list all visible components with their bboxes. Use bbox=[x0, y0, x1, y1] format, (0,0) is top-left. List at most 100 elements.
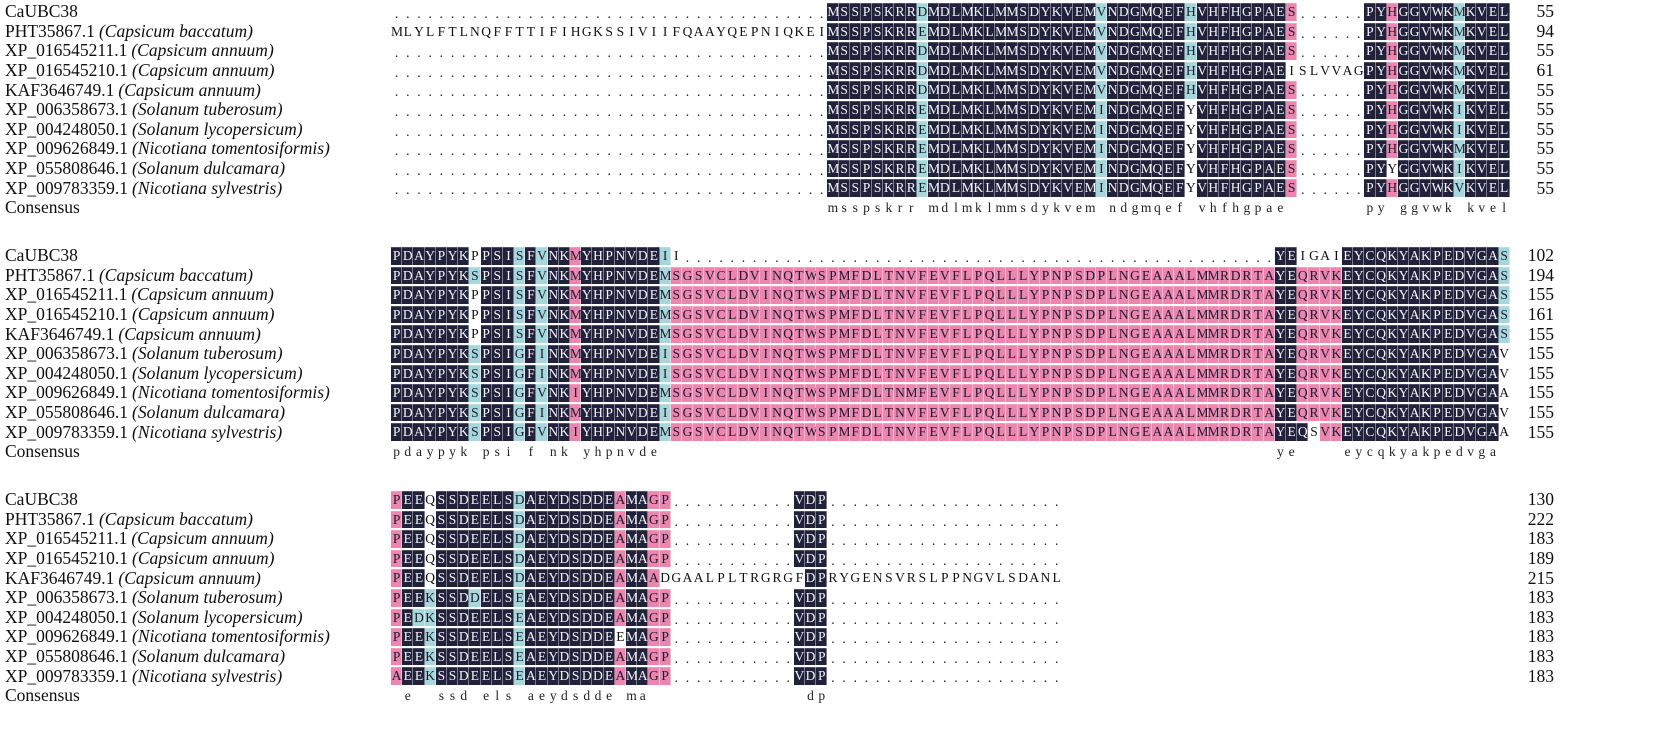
gap-dot: . bbox=[495, 45, 499, 61]
gap-dot: . bbox=[775, 631, 779, 647]
residue-cell: e bbox=[650, 443, 657, 459]
residue-cell: W bbox=[804, 325, 818, 343]
residue-cell: Q bbox=[1151, 42, 1163, 60]
residue-cell: P bbox=[827, 403, 839, 422]
residue-cell: L bbox=[403, 23, 412, 39]
residue-cell: D bbox=[1453, 325, 1465, 343]
residue-cell: L bbox=[1006, 286, 1018, 304]
residue-cell: A bbox=[614, 530, 626, 548]
gap-dot: . bbox=[1323, 25, 1327, 41]
gap-dot: . bbox=[1323, 45, 1327, 61]
residue-cell: S bbox=[502, 530, 515, 548]
residue-cell: Y bbox=[1186, 180, 1196, 196]
gap-dot: . bbox=[596, 84, 600, 100]
residue-cell bbox=[715, 199, 726, 217]
residue-cell: m bbox=[626, 687, 637, 703]
gap-dot: . bbox=[462, 45, 466, 61]
gap-dot: . bbox=[775, 64, 779, 80]
residue-cell: A bbox=[413, 247, 425, 265]
species-name: (Capsicum annuum) bbox=[132, 304, 275, 325]
gap-dot: . bbox=[764, 84, 768, 100]
residue-cell: D bbox=[402, 305, 414, 324]
residue-cell: Y bbox=[1375, 42, 1387, 60]
gap-dot: . bbox=[1357, 143, 1361, 159]
gap-dot: . bbox=[943, 513, 947, 529]
residue-cell: L bbox=[950, 140, 962, 158]
gap-dot: . bbox=[786, 670, 790, 686]
residue-cell: Y bbox=[446, 403, 459, 422]
residue-cell: H bbox=[1230, 3, 1242, 21]
residue-cell: Q bbox=[782, 384, 794, 402]
residue-cell: S bbox=[838, 3, 850, 21]
residue-cell bbox=[1141, 443, 1152, 461]
residue-cell: E bbox=[1140, 345, 1152, 363]
gap-dot: . bbox=[730, 533, 734, 549]
residue-cell: E bbox=[916, 22, 928, 41]
gap-dot: . bbox=[797, 64, 802, 80]
residue-cell: I bbox=[502, 364, 515, 383]
residue-cell: G bbox=[1409, 81, 1421, 99]
gap-dot: . bbox=[864, 650, 869, 666]
residue-cell: I bbox=[502, 325, 515, 343]
residue-cell: K bbox=[1465, 61, 1477, 80]
residue-cell: K bbox=[1420, 364, 1432, 383]
gap-dot: . bbox=[540, 64, 544, 80]
gap-dot: . bbox=[1301, 123, 1305, 139]
gap-dot: . bbox=[741, 592, 746, 608]
gap-dot: . bbox=[909, 650, 913, 666]
residue-cell: G bbox=[1129, 179, 1141, 197]
gap-dot: . bbox=[629, 182, 634, 198]
gap-dot: . bbox=[1334, 25, 1339, 41]
residue-cell: E bbox=[1073, 22, 1085, 41]
residue-cell bbox=[1308, 443, 1319, 461]
gap-dot: . bbox=[674, 552, 678, 568]
residue-cell: P bbox=[1364, 120, 1376, 139]
gap-dot: . bbox=[1200, 250, 1204, 266]
residue-cell: R bbox=[1218, 384, 1231, 402]
residue-cell: E bbox=[536, 569, 548, 587]
species-name: (Capsicum annuum) bbox=[131, 528, 274, 549]
residue-cell: Y bbox=[1039, 3, 1052, 21]
residue-cell: D bbox=[1453, 423, 1465, 441]
gap-dot: . bbox=[696, 84, 701, 100]
residue-cell: L bbox=[983, 22, 996, 41]
residue-cell: Q bbox=[782, 266, 794, 285]
residue-cell: L bbox=[995, 364, 1007, 383]
residue-cell: F bbox=[849, 403, 861, 422]
residue-cell: K bbox=[883, 3, 895, 21]
residue-cell: Y bbox=[1274, 305, 1286, 324]
gap-dot: . bbox=[976, 611, 981, 627]
residue-cell: M bbox=[625, 530, 638, 548]
residue-cell: K bbox=[1465, 179, 1477, 197]
residue-cell: K bbox=[1420, 247, 1432, 265]
residue-cell: A bbox=[1162, 266, 1175, 285]
residue-cell: P bbox=[1364, 140, 1376, 158]
gap-dot: . bbox=[663, 64, 667, 80]
residue-cell: V bbox=[1062, 101, 1074, 119]
residue-cell: Y bbox=[1397, 266, 1410, 285]
residue-cell: H bbox=[1386, 42, 1398, 60]
residue-cell: E bbox=[1341, 423, 1354, 441]
residue-cell: N bbox=[1118, 384, 1130, 402]
gap-dot: . bbox=[1312, 104, 1316, 120]
residue-cell: P bbox=[1364, 42, 1376, 60]
residue-cell: E bbox=[1274, 140, 1286, 158]
residue-cell: S bbox=[446, 530, 459, 548]
residue-cell: Y bbox=[1028, 364, 1040, 383]
residue-cell: E bbox=[648, 384, 660, 402]
residue-cell: V bbox=[1196, 120, 1208, 139]
residue-cell: P bbox=[1364, 81, 1376, 99]
gap-dot: . bbox=[752, 513, 757, 529]
gap-dot: . bbox=[540, 6, 544, 22]
residue-cell: K bbox=[424, 667, 436, 685]
residue-cell: d bbox=[639, 443, 647, 459]
residue-cell: R bbox=[1241, 286, 1253, 304]
residue-cell: T bbox=[1252, 423, 1264, 441]
residue-cell: Q bbox=[782, 325, 794, 343]
residue-cell: K bbox=[972, 179, 984, 197]
residue-cell: N bbox=[894, 403, 906, 422]
residue-cell: N bbox=[1118, 345, 1130, 363]
gap-dot: . bbox=[1010, 611, 1014, 627]
residue-cell bbox=[604, 199, 615, 217]
residue-cell: D bbox=[1028, 42, 1040, 60]
